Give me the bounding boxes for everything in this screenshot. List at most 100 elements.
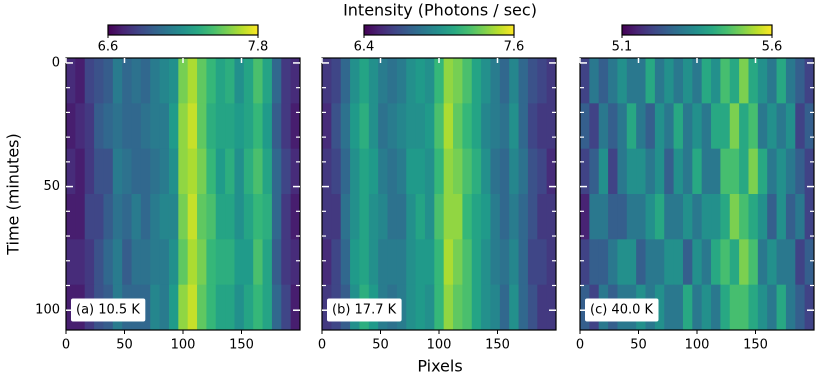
heatmap-cell xyxy=(462,103,473,150)
heatmap-cell xyxy=(406,284,417,331)
heatmap-cell xyxy=(598,194,609,240)
heatmap-cell xyxy=(340,103,351,150)
heatmap-cell xyxy=(322,194,332,240)
heatmap-cell xyxy=(767,239,778,286)
heatmap-cell xyxy=(406,58,417,104)
heatmap-cell xyxy=(168,103,179,150)
heatmap-cell xyxy=(776,239,787,286)
heatmap-cell xyxy=(453,239,463,286)
heatmap-cell xyxy=(140,58,151,104)
heatmap-cell xyxy=(673,103,684,150)
heatmap-cell xyxy=(234,148,245,195)
heatmap-cell xyxy=(424,284,435,331)
heatmap-cell xyxy=(434,58,445,104)
heatmap-cell xyxy=(720,58,731,104)
heatmap-cell xyxy=(178,284,189,331)
heatmap-cell xyxy=(234,194,245,240)
heatmap-cell xyxy=(527,103,538,150)
heatmap-cell xyxy=(331,58,342,104)
heatmap-cell xyxy=(509,284,520,331)
heatmap-cell xyxy=(509,148,520,195)
heatmap-cell xyxy=(75,239,86,286)
colorbar-tick-label: 6.6 xyxy=(98,40,119,55)
heatmap-cell xyxy=(462,58,473,104)
heatmap-cell xyxy=(729,239,740,286)
heatmap-cell xyxy=(322,284,332,331)
heatmap-cell xyxy=(215,194,226,240)
heatmap-cell xyxy=(415,284,426,331)
heatmap-cell xyxy=(757,58,768,104)
heatmap-cell xyxy=(462,148,473,195)
heatmap-cell xyxy=(234,58,245,104)
heatmap-cell xyxy=(424,239,435,286)
heatmap-cell xyxy=(262,103,273,150)
heatmap-cell xyxy=(159,103,170,150)
heatmap-cell xyxy=(580,284,590,331)
heatmap-cell xyxy=(580,148,590,195)
heatmap-cell xyxy=(739,194,749,240)
heatmap-cell xyxy=(664,194,675,240)
heatmap-cell xyxy=(415,239,426,286)
heatmap-cell xyxy=(131,58,142,104)
colorbar-tick-label: 6.4 xyxy=(354,40,375,55)
heatmap-cell xyxy=(168,148,179,195)
heatmap-cell xyxy=(424,103,435,150)
heatmap-cell xyxy=(94,194,104,240)
heatmap-cell xyxy=(776,148,787,195)
heatmap-cell xyxy=(537,194,548,240)
heatmap-cell xyxy=(757,148,768,195)
heatmap-cell xyxy=(748,103,759,150)
heatmap-cell xyxy=(187,239,198,286)
heatmap-cell xyxy=(748,239,759,286)
heatmap-cell xyxy=(499,239,510,286)
heatmap-cell xyxy=(415,58,426,104)
heatmap-cell xyxy=(434,103,445,150)
heatmap-cell xyxy=(443,58,454,104)
x-tick-label: 50 xyxy=(116,338,133,353)
heatmap-cell xyxy=(617,103,628,150)
heatmap-cell xyxy=(243,239,254,286)
heatmap-cell xyxy=(406,239,417,286)
heatmap-cell xyxy=(481,239,491,286)
heatmap-cell xyxy=(589,103,600,150)
heatmap-cell xyxy=(112,239,123,286)
heatmap-cell xyxy=(396,148,407,195)
heatmap-cell xyxy=(701,148,712,195)
heatmap-cell xyxy=(509,194,520,240)
heatmap-cell xyxy=(168,239,179,286)
heatmap-cell xyxy=(378,58,389,104)
x-tick-label: 150 xyxy=(229,338,254,353)
heatmap-cell xyxy=(131,239,142,286)
heatmap-cell xyxy=(322,103,332,150)
heatmap-cell xyxy=(490,239,501,286)
heatmap-cell xyxy=(253,284,264,331)
heatmap-cell xyxy=(795,148,806,195)
heatmap-cell xyxy=(94,103,104,150)
heatmap-cell xyxy=(112,148,123,195)
heatmap-cell xyxy=(271,194,282,240)
heatmap-cell xyxy=(682,148,693,195)
heatmap-cell xyxy=(729,148,740,195)
heatmap-cell xyxy=(804,284,815,331)
heatmap-cell xyxy=(608,103,618,150)
heatmap-cell xyxy=(112,103,123,150)
heatmap-cell xyxy=(443,239,454,286)
heatmap-cell xyxy=(262,239,273,286)
heatmap-cell xyxy=(626,103,637,150)
heatmap-cell xyxy=(701,239,712,286)
heatmap-cell xyxy=(159,239,170,286)
heatmap-cell xyxy=(112,194,123,240)
heatmap-cell xyxy=(122,103,133,150)
heatmap-cell xyxy=(481,58,491,104)
heatmap-cell xyxy=(580,103,590,150)
heatmap-cell xyxy=(75,194,86,240)
heatmap-cell xyxy=(350,194,360,240)
heatmap-cell xyxy=(729,103,740,150)
heatmap-cell xyxy=(636,58,647,104)
heatmap-cell xyxy=(415,148,426,195)
heatmap-cell xyxy=(253,103,264,150)
heatmap-cell xyxy=(527,239,538,286)
heatmap-cell xyxy=(443,148,454,195)
heatmap-cell xyxy=(368,194,379,240)
heatmap-cell xyxy=(368,103,379,150)
